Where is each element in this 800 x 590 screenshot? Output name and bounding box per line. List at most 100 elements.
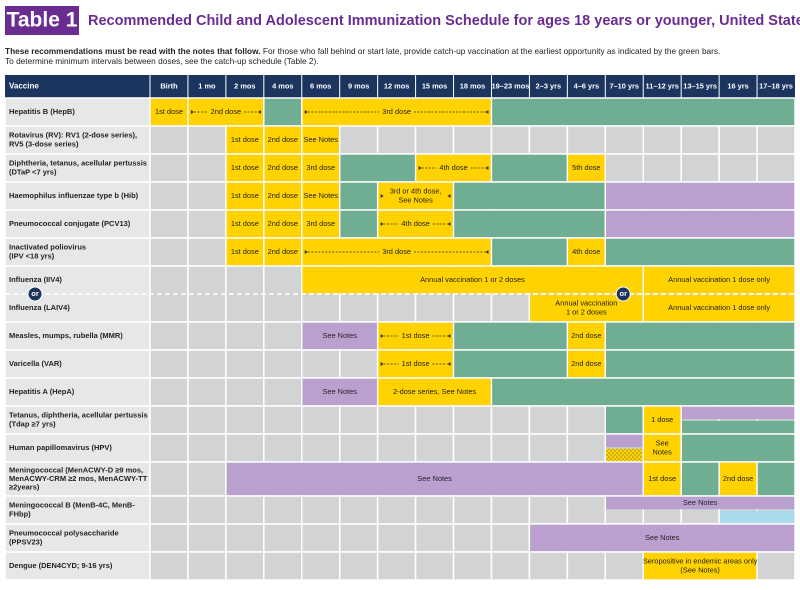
age-header: 11–12 yrs — [646, 81, 679, 90]
empty-cell — [187, 349, 227, 379]
arrow-head — [485, 110, 489, 114]
empty-cell — [566, 433, 607, 463]
schedule-bar — [643, 552, 757, 580]
arrow-head — [380, 222, 384, 226]
empty-cell — [149, 461, 189, 497]
bar-text: 1 or 2 doses — [566, 307, 607, 316]
empty-cell — [149, 209, 189, 239]
vaccine-label: Hepatitis A (HepA) — [9, 387, 75, 396]
empty-cell — [149, 495, 189, 525]
empty-cell — [680, 153, 720, 183]
age-header: 7–10 yrs — [609, 81, 639, 90]
table-label-box — [5, 6, 79, 35]
bar-text: 1 dose — [651, 415, 673, 424]
age-header: Birth — [160, 81, 178, 90]
vaccine-label: MenACWY-CRM ≥2 mos, MenACWY-TT — [9, 474, 148, 483]
bar-text: 1st dose — [231, 163, 259, 172]
vaccine-label: Dengue (DEN4CYD; 9-16 yrs) — [9, 561, 113, 570]
empty-cell — [301, 523, 341, 553]
schedule-bar — [643, 294, 795, 322]
schedule-bar — [757, 462, 795, 496]
schedule-bar — [302, 322, 377, 350]
empty-cell — [187, 237, 227, 267]
empty-cell — [263, 523, 303, 553]
empty-cell — [225, 377, 265, 407]
bar-text: 3rd dose — [382, 107, 411, 116]
age-header: 1 mo — [198, 81, 216, 90]
vaccine-label: Haemophilus influenzae type b (Hib) — [9, 191, 139, 200]
empty-cell — [490, 551, 531, 581]
schedule-bar — [226, 462, 643, 496]
schedule-bar — [530, 524, 795, 552]
schedule-bar — [264, 210, 302, 238]
schedule-bar — [264, 98, 302, 126]
empty-cell — [263, 551, 303, 581]
bar-text: See Notes — [303, 191, 338, 200]
empty-cell — [149, 405, 189, 435]
empty-cell — [338, 495, 379, 525]
bar-text: 1st dose — [231, 135, 259, 144]
arrow-head — [190, 110, 194, 114]
arrow-head — [447, 222, 451, 226]
empty-cell — [642, 125, 682, 155]
bar-text: 1st dose — [231, 219, 259, 228]
schedule-table: Vaccine Birth 1 mo 2 mos 4 mos 6 mos 9 mos 12 m… — [4, 75, 796, 581]
schedule-bar — [681, 420, 795, 434]
arrow-head — [304, 250, 308, 254]
bar-text: Annual vaccination 1 or 2 doses — [420, 275, 525, 284]
schedule-bar — [681, 406, 795, 420]
empty-cell — [414, 523, 455, 553]
schedule-bar — [643, 266, 795, 294]
schedule-bar — [454, 210, 605, 238]
schedule-bar — [340, 210, 377, 238]
schedule-bar — [568, 350, 605, 378]
empty-cell — [452, 495, 493, 525]
empty-cell — [452, 551, 493, 581]
bar-text: See Notes — [417, 474, 452, 483]
schedule-bar — [302, 182, 339, 210]
empty-cell — [604, 125, 644, 155]
or-text: or — [31, 289, 39, 298]
bar-text: Notes — [653, 447, 673, 456]
empty-cell — [149, 125, 189, 155]
bar-text: 1st dose — [402, 359, 430, 368]
empty-cell — [187, 495, 227, 525]
or-badge — [27, 286, 43, 302]
empty-cell — [452, 405, 493, 435]
empty-cell — [187, 153, 227, 183]
bar-text: 2nd dose — [268, 163, 298, 172]
bar-text: See Notes — [645, 533, 680, 542]
empty-cell — [187, 125, 227, 155]
empty-cell — [187, 551, 227, 581]
schedule-bar — [719, 510, 795, 524]
empty-cell — [528, 405, 569, 435]
empty-cell — [187, 461, 227, 497]
empty-cell — [566, 551, 607, 581]
empty-cell — [149, 551, 189, 581]
schedule-bar — [264, 238, 302, 266]
vaccine-label: Hepatitis B (HepB) — [9, 107, 75, 116]
subtitle-bold: These recommendations must be read with … — [5, 46, 261, 56]
bar-text: 1st dose — [231, 247, 259, 256]
arrow-head — [257, 110, 261, 114]
vaccine-label: Inactivated poliovirus — [9, 243, 86, 252]
empty-cell — [263, 405, 303, 435]
empty-cell — [301, 405, 341, 435]
arrow-head — [447, 334, 451, 338]
age-header: 9 mos — [348, 81, 369, 90]
schedule-bar — [264, 126, 302, 154]
empty-cell — [452, 523, 493, 553]
empty-cell — [149, 523, 189, 553]
empty-cell — [528, 495, 569, 525]
age-header: 16 yrs — [727, 81, 748, 90]
schedule-bar — [264, 182, 302, 210]
vaccine-label: Meningococcal B (MenB-4C, MenB- — [9, 501, 135, 510]
bar-text: 3rd dose — [382, 247, 411, 256]
schedule-bar — [643, 462, 681, 496]
vaccine-label: Rotavirus (RV): RV1 (2-dose series), — [9, 131, 137, 140]
empty-cell — [376, 495, 417, 525]
empty-cell — [376, 125, 417, 155]
row-label-cell — [4, 523, 151, 553]
bar-text: 3rd or 4th dose, — [390, 187, 442, 196]
bar-text: 1st dose — [231, 191, 259, 200]
